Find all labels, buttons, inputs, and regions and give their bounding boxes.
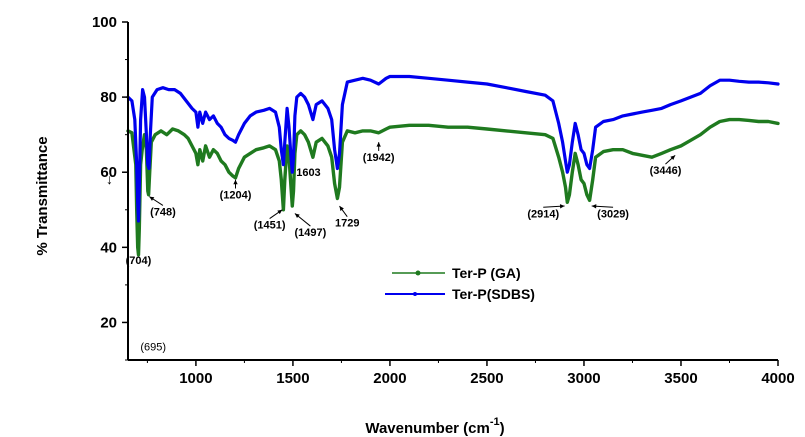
annotation-label-10: (3029) [597,208,629,220]
annotation-label-12: (695) [140,342,166,354]
annotation-arrowhead-7 [339,206,344,211]
y-tick-label-100: 100 [92,14,117,31]
legend-label-ga: Ter-P (GA) [452,265,521,281]
x-tick-label-4000: 4000 [761,370,794,387]
annotation-label-11: (3446) [650,165,682,177]
y-tick-label-80: 80 [100,89,117,106]
annotation-arrowhead-3 [233,179,238,185]
y-axis-title: % Transmittance [34,136,51,255]
annotation-label-4: (1451) [254,220,286,232]
x-axis-title: Wavenumber (cm-1) [365,416,504,437]
series-line-1 [126,117,780,257]
annotation-label-7: 1729 [335,218,359,230]
x-axis-title-tail: ) [500,420,505,437]
annotation-label-8: (1942) [363,152,395,164]
x-tick-label-3000: 3000 [567,370,600,387]
legend-label-sdbs: Ter-P(SDBS) [452,286,535,302]
y-axis-small-arrow: ↓ [106,171,113,187]
annotations: (704) (748) (1204) (1451) 1603 (1497) 1729 (194… [126,142,682,354]
y-tick-label-60: 60 [100,164,117,181]
x-tick-label-3500: 3500 [664,370,697,387]
annotation-label-1: (704) [126,255,152,267]
annotation-arrowhead-11 [670,155,676,160]
legend-marker-ga [415,270,421,276]
annotation-label-6: (1497) [294,227,326,239]
x-tick-label-1500: 1500 [276,370,309,387]
annotation-arrowhead-10 [591,204,597,209]
axes: 1000 1500 2000 2500 3000 3500 4000 20 40 60 80 100 [92,14,795,387]
y-tick-label-20: 20 [100,314,117,331]
annotation-label-5: 1603 [296,167,320,179]
annotation-arrowhead-9 [559,204,565,209]
annotation-arrowhead-6 [294,213,300,219]
plot-lines [126,74,780,257]
x-axis-title-main: Wavenumber (cm [365,420,489,437]
annotation-label-3: (1204) [220,190,252,202]
annotation-label-2: (748) [150,206,176,218]
x-tick-label-1000: 1000 [179,370,212,387]
legend-marker-sdbs [413,292,417,296]
series-line-2 [126,74,780,223]
x-axis-title-sup: -1 [490,416,500,428]
y-tick-label-40: 40 [100,239,117,256]
x-tick-label-2000: 2000 [373,370,406,387]
annotation-arrowhead-4 [277,209,283,215]
annotation-arrowhead-8 [376,142,381,147]
legend: Ter-P (GA) Ter-P(SDBS) [385,265,535,302]
annotation-label-9: (2914) [527,208,559,220]
annotation-arrowhead-2 [149,196,155,201]
x-tick-label-2500: 2500 [470,370,503,387]
